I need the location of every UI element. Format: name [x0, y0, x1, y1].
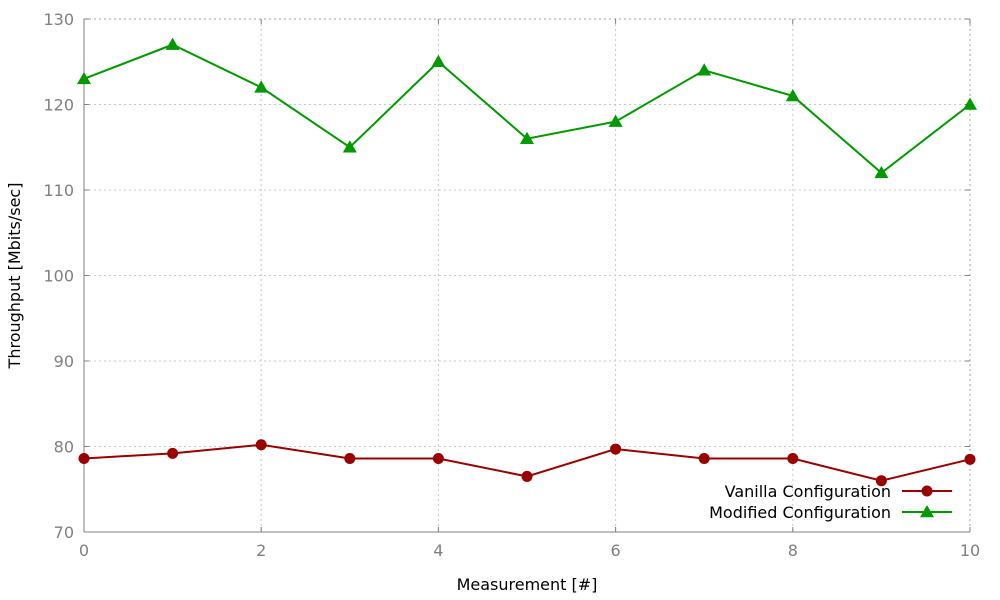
data-point — [431, 54, 446, 67]
data-point — [520, 131, 534, 144]
data-point — [165, 37, 180, 50]
data-point — [344, 452, 356, 464]
y-axis-label: Throughput [Mbits/sec] — [5, 183, 24, 370]
series-1 — [78, 439, 976, 487]
data-point — [254, 80, 269, 93]
legend-label: Vanilla Configuration — [725, 482, 891, 501]
legend-label: Modified Configuration — [709, 503, 891, 522]
y-tick-label: 70 — [54, 523, 74, 542]
y-tick-label: 90 — [54, 352, 74, 371]
x-axis-label: Measurement [#] — [457, 575, 598, 594]
data-point — [77, 71, 91, 85]
legend: Vanilla Configuration Modified Configurat… — [709, 482, 952, 522]
grid — [84, 19, 970, 532]
x-tick-label: 4 — [433, 541, 443, 560]
y-tick-label: 110 — [43, 181, 74, 200]
x-tick-label: 6 — [611, 541, 621, 560]
y-tick-label: 120 — [43, 96, 74, 115]
data-point — [785, 88, 800, 102]
x-tick-label: 10 — [960, 541, 980, 560]
data-point — [874, 165, 889, 179]
legend-marker — [921, 485, 933, 497]
data-series — [77, 37, 977, 487]
y-tick-label: 80 — [54, 438, 74, 457]
data-point — [963, 97, 977, 110]
data-point — [521, 470, 533, 482]
data-point — [608, 114, 623, 127]
data-point — [875, 475, 887, 487]
data-point — [787, 452, 799, 464]
legend-marker — [920, 505, 934, 518]
x-tick-label: 2 — [256, 541, 266, 560]
legend-entry: Modified Configuration — [709, 503, 952, 522]
series-line — [83, 43, 971, 175]
x-tick-label: 0 — [79, 541, 89, 560]
data-point — [964, 453, 976, 465]
data-point — [610, 443, 622, 455]
data-point — [255, 439, 267, 451]
data-point — [78, 452, 90, 464]
data-point — [342, 140, 357, 153]
axes: 0 2 4 6 8 10 70 80 90 100 110 120 130 — [43, 10, 980, 560]
y-tick-label: 130 — [43, 10, 74, 29]
data-point — [698, 452, 710, 464]
data-point — [697, 63, 712, 76]
legend-entry: Vanilla Configuration — [725, 482, 952, 501]
y-tick-label: 100 — [43, 267, 74, 286]
x-tick-label: 8 — [788, 541, 798, 560]
data-point — [432, 452, 444, 464]
data-point — [167, 447, 179, 459]
series-2 — [77, 37, 977, 179]
